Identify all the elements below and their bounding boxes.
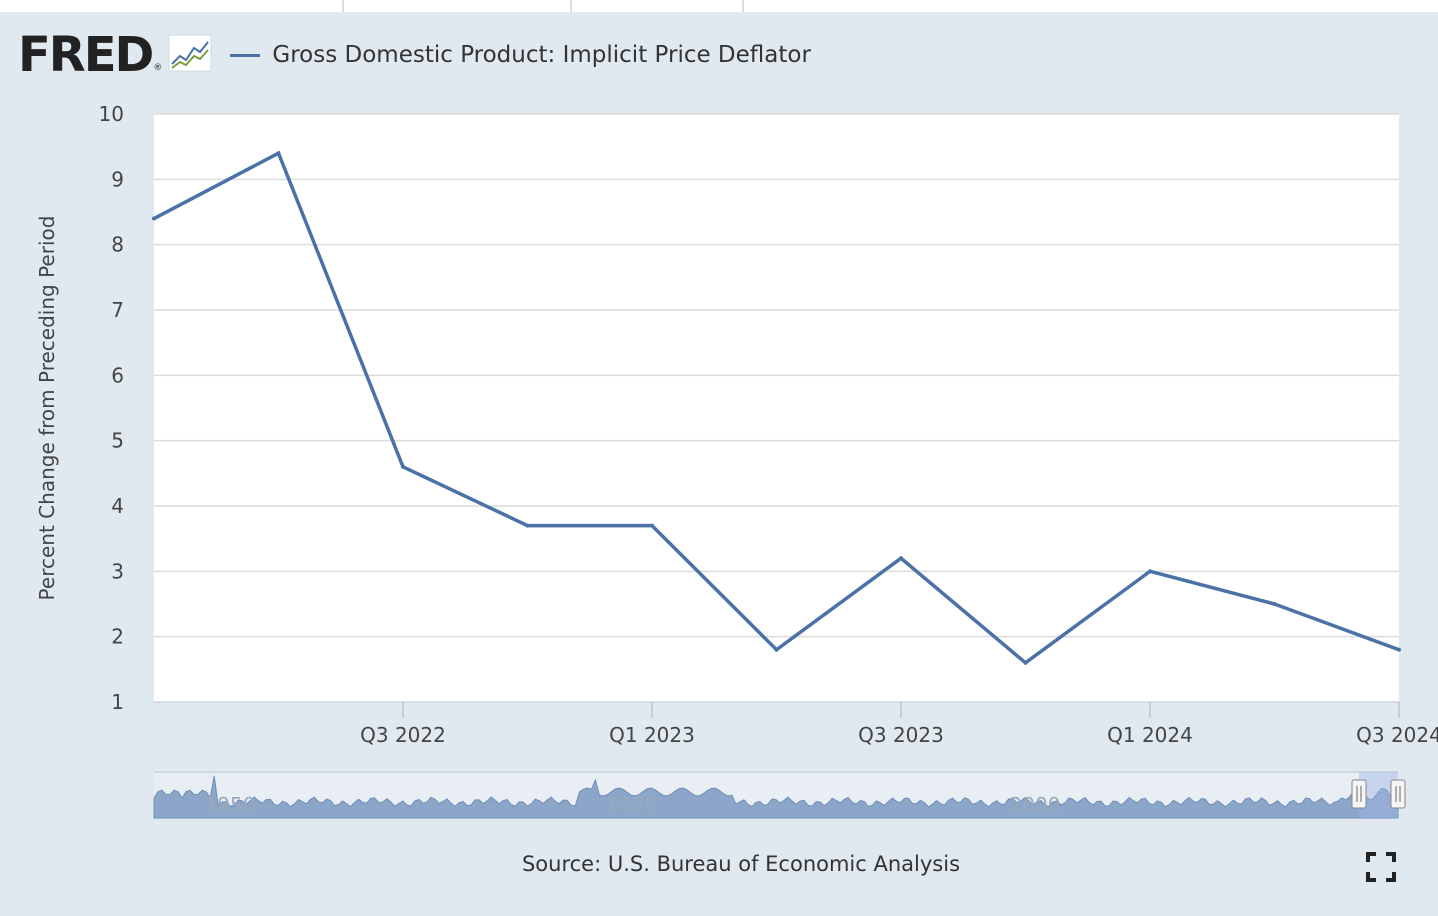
fred-chart-icon — [168, 34, 212, 76]
navigator-label: 1950 — [205, 793, 256, 817]
navigator-handle[interactable] — [1351, 779, 1367, 809]
y-tick-label: 10 — [99, 102, 124, 126]
x-tick-label: Q3 2024 — [1356, 723, 1438, 747]
navigator-label: 2000 — [1010, 793, 1061, 817]
legend-series-label: Gross Domestic Product: Implicit Price D… — [272, 42, 811, 68]
y-tick-label: 8 — [111, 233, 124, 257]
data-point — [1023, 660, 1028, 665]
navigator-handle[interactable] — [1390, 779, 1406, 809]
tab-separator — [570, 0, 572, 12]
registered-mark: ® — [153, 63, 163, 73]
x-tick-label: Q1 2023 — [609, 723, 695, 747]
fred-logo-text: FRED — [18, 27, 154, 83]
y-tick-label: 9 — [111, 167, 124, 191]
y-axis-label: Percent Change from Preceding Period — [35, 216, 59, 601]
x-tick-label: Q1 2024 — [1107, 723, 1193, 747]
data-point — [1272, 602, 1277, 606]
navigator-handle-body — [1390, 779, 1406, 809]
top-tab-strip — [0, 0, 1438, 12]
y-tick-label: 4 — [111, 494, 124, 518]
plot-area — [154, 114, 1399, 702]
fred-logo[interactable]: FRED ® — [18, 31, 212, 79]
legend-series-swatch — [230, 53, 261, 57]
y-tick-label: 1 — [111, 690, 124, 714]
data-point — [650, 523, 654, 528]
data-point — [1148, 569, 1152, 574]
range-navigator[interactable]: 1950 1975 2000 — [153, 771, 1406, 819]
data-point — [899, 556, 903, 561]
data-point — [152, 216, 156, 221]
y-tick-label: 2 — [111, 625, 124, 649]
x-axis-ticks: Q3 2022 Q1 2023 Q3 2023 Q1 2024 Q3 2024 — [360, 702, 1438, 747]
tab-separator — [742, 0, 744, 12]
y-tick-label: 5 — [111, 429, 124, 453]
data-point — [774, 647, 779, 652]
data-point — [525, 523, 530, 528]
series-layer — [152, 150, 1401, 666]
chart-header: FRED ® Gross Domestic Product: Implicit … — [18, 30, 811, 80]
x-tick-label: Q3 2023 — [858, 723, 944, 747]
navigator-handle-body — [1351, 779, 1367, 809]
y-tick-label: 3 — [111, 559, 124, 583]
y-tick-label: 6 — [111, 363, 124, 387]
y-tick-label: 7 — [111, 298, 124, 322]
x-tick-label: Q3 2022 — [360, 723, 446, 747]
source-note: Source: U.S. Bureau of Economic Analysis — [521, 852, 961, 876]
navigator-series-area — [153, 775, 1399, 819]
gridlines — [154, 113, 1399, 703]
tab-separator — [342, 0, 344, 12]
data-point — [1397, 647, 1401, 652]
fullscreen-icon[interactable] — [1366, 852, 1396, 882]
data-point — [276, 151, 281, 156]
data-point — [401, 464, 405, 469]
chart-legend: Gross Domestic Product: Implicit Price D… — [230, 42, 811, 68]
navigator-label: 1975 — [607, 793, 658, 817]
y-axis-ticks: 1 2 3 4 5 6 7 8 9 10 — [99, 102, 124, 714]
